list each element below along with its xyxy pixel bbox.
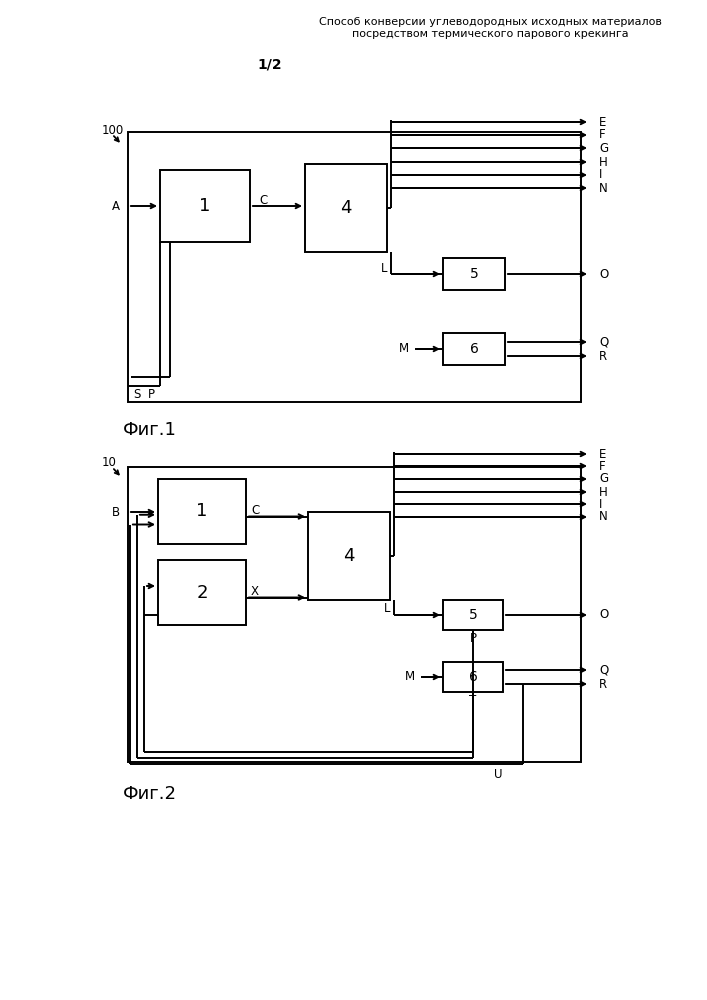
Bar [158, 560, 246, 625]
Text: P: P [469, 632, 477, 645]
Text: G: G [599, 473, 608, 486]
Text: N: N [599, 182, 608, 194]
Text: T: T [469, 694, 477, 706]
Text: U: U [493, 768, 502, 780]
Text: R: R [599, 350, 607, 362]
Text: посредством термического парового крекинга: посредством термического парового крекин… [351, 29, 629, 39]
Text: G: G [599, 141, 608, 154]
Text: P: P [148, 387, 155, 400]
Bar [158, 479, 246, 544]
Text: X: X [251, 585, 259, 598]
Text: 1/2: 1/2 [257, 58, 282, 72]
Text: 4: 4 [344, 547, 355, 565]
Text: O: O [599, 608, 608, 621]
Text: 4: 4 [340, 199, 352, 217]
Text: H: H [599, 486, 608, 498]
Text: 1: 1 [199, 197, 211, 215]
Text: S: S [133, 387, 141, 400]
Text: M: M [405, 670, 415, 684]
Text: O: O [599, 267, 608, 280]
Text: F: F [599, 460, 606, 473]
Text: Способ конверсии углеводородных исходных материалов: Способ конверсии углеводородных исходных… [319, 17, 662, 27]
Text: C: C [259, 194, 267, 207]
Text: 6: 6 [469, 670, 477, 684]
Bar [128, 467, 581, 762]
Text: Q: Q [599, 664, 608, 676]
Text: H: H [599, 155, 608, 168]
Text: N: N [599, 510, 608, 524]
Text: I: I [599, 497, 602, 510]
Text: 5: 5 [469, 608, 477, 622]
Text: 6: 6 [469, 342, 479, 356]
Text: A: A [112, 200, 120, 213]
Text: Q: Q [599, 336, 608, 349]
Bar [128, 132, 581, 402]
Text: 10: 10 [102, 456, 117, 470]
Text: 5: 5 [469, 267, 479, 281]
Text: I: I [599, 168, 602, 182]
Text: 1: 1 [197, 502, 208, 520]
Bar [443, 600, 503, 630]
Text: 2: 2 [197, 584, 208, 601]
Bar [443, 258, 505, 290]
Bar [308, 512, 390, 600]
Text: E: E [599, 448, 607, 460]
Bar [443, 662, 503, 692]
Text: L: L [383, 602, 390, 615]
Text: Фиг.2: Фиг.2 [123, 785, 177, 803]
Bar [160, 170, 250, 242]
Text: E: E [599, 115, 607, 128]
Text: Фиг.1: Фиг.1 [123, 421, 177, 439]
Text: C: C [251, 504, 259, 517]
Bar [443, 333, 505, 365]
Text: M: M [399, 342, 409, 356]
Text: L: L [380, 261, 387, 274]
Text: R: R [599, 678, 607, 690]
Bar [305, 164, 387, 252]
Text: F: F [599, 128, 606, 141]
Text: 100: 100 [102, 123, 124, 136]
Text: B: B [112, 506, 120, 518]
